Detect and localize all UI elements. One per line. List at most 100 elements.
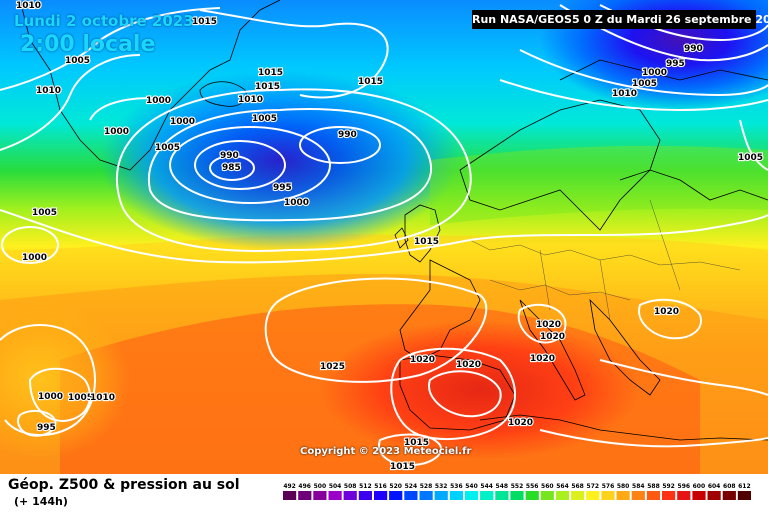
isobar-label: 1000: [146, 96, 171, 106]
scale-swatch: [313, 491, 327, 500]
scale-swatch: [510, 491, 524, 500]
forecast-date: Lundi 2 octobre 2023: [14, 12, 194, 30]
scale-tick-label: 544: [480, 483, 493, 490]
isobar-label: 1005: [252, 114, 277, 124]
scale-tick-label: 504: [329, 483, 342, 490]
scale-swatch: [449, 491, 463, 500]
scale-tick-label: 516: [374, 483, 387, 490]
scale-tick-label: 496: [298, 483, 311, 490]
isobar-label: 1020: [530, 354, 555, 364]
isobar-label: 1005: [155, 143, 180, 153]
isobar-label: 1015: [404, 438, 429, 448]
scale-tick-label: 604: [708, 483, 721, 490]
isobar-label: 1010: [238, 95, 263, 105]
isobar-label: 1015: [258, 68, 283, 78]
legend-bar: Géop. Z500 & pression au sol (+ 144h) 49…: [0, 474, 768, 512]
scale-tick-label: 512: [359, 483, 372, 490]
scale-swatch: [343, 491, 357, 500]
isobar-label: 1020: [536, 320, 561, 330]
isobar-label: 1025: [320, 362, 345, 372]
copyright-notice: Copyright © 2023 Meteociel.fr: [300, 446, 472, 457]
isobar-label: 1015: [390, 462, 415, 472]
scale-tick-label: 584: [632, 483, 645, 490]
forecast-time: 2:00 locale: [20, 32, 156, 57]
isobar-label: 1000: [284, 198, 309, 208]
color-scale: 492 496 500 504 508 512 516 520 524 528 532 536 540 5…: [283, 483, 751, 500]
isobar-label: 990: [220, 151, 239, 161]
scale-swatch: [404, 491, 418, 500]
scale-tick-label: 524: [405, 483, 418, 490]
scale-swatch: [571, 491, 585, 500]
scale-swatch: [555, 491, 570, 500]
model-run-label: Run NASA/GEOS5 0 Z du Mardi 26 septembre…: [472, 10, 768, 29]
isobar-label: 995: [273, 183, 292, 193]
isobar-label: 1000: [22, 253, 47, 263]
isobar-label: 1000: [104, 127, 129, 137]
scale-swatch: [737, 491, 751, 500]
scale-tick-label: 588: [647, 483, 660, 490]
isobar-label: 1020: [540, 332, 565, 342]
scale-tick-label: 548: [496, 483, 509, 490]
coastlines: [19, 0, 768, 441]
scale-swatch: [677, 491, 691, 500]
scale-tick-label: 500: [314, 483, 327, 490]
scale-swatch: [662, 491, 676, 500]
scale-swatch: [601, 491, 615, 500]
isobar-label: 990: [338, 130, 357, 140]
scale-swatch: [586, 491, 600, 500]
scale-tick-label: 552: [511, 483, 524, 490]
borders: [469, 199, 741, 321]
isobar-label: 1020: [410, 355, 435, 365]
scale-swatch: [464, 491, 479, 500]
scale-swatch: [692, 491, 706, 500]
isobar-label: 1015: [255, 82, 280, 92]
isobar-label: 1005: [65, 56, 90, 66]
isobar-label: 1005: [632, 79, 657, 89]
scale-tick-label: 520: [389, 483, 402, 490]
scale-swatch: [525, 491, 539, 500]
scale-tick-label: 608: [723, 483, 736, 490]
isobar-label: 1015: [414, 237, 439, 247]
scale-tick-label: 592: [662, 483, 675, 490]
scale-tick-label: 556: [526, 483, 539, 490]
scale-swatch: [707, 491, 721, 500]
scale-tick-label: 572: [587, 483, 600, 490]
scale-tick-label: 532: [435, 483, 448, 490]
scale-tick-label: 528: [420, 483, 433, 490]
scale-swatch: [480, 491, 494, 500]
scale-tick-label: 568: [571, 483, 584, 490]
scale-swatch: [646, 491, 661, 500]
scale-tick-label: 536: [450, 483, 463, 490]
scale-swatch: [283, 491, 297, 500]
legend-subtitle: (+ 144h): [14, 495, 68, 508]
isobar-label: 990: [684, 44, 703, 54]
isobar-label: 1010: [612, 89, 637, 99]
scale-swatch: [358, 491, 372, 500]
scale-swatch: [419, 491, 433, 500]
scale-tick-label: 508: [344, 483, 357, 490]
forecast-map: 1010 1015 1005 1010 1000 1000 1000 1005 …: [0, 0, 768, 474]
scale-tick-label: 580: [617, 483, 630, 490]
isobar-label: 1010: [90, 393, 115, 403]
isobar-label: 1020: [508, 418, 533, 428]
isobar-label: 1020: [654, 307, 679, 317]
isobar-label: 1015: [358, 77, 383, 87]
isobars: [0, 4, 768, 467]
isobar-label: 1010: [36, 86, 61, 96]
scale-swatch: [328, 491, 342, 500]
isobar-label: 1005: [68, 393, 93, 403]
scale-swatch: [434, 491, 448, 500]
scale-tick-label: 600: [693, 483, 706, 490]
scale-tick-label: 560: [541, 483, 554, 490]
isobar-labels: 1010 1015 1005 1010 1000 1000 1000 1005 …: [15, 0, 764, 473]
isobar-label: 1000: [642, 68, 667, 78]
isobar-label: 1020: [456, 360, 481, 370]
legend-title: Géop. Z500 & pression au sol: [8, 477, 240, 493]
isobar-label: 1000: [170, 117, 195, 127]
scale-swatch: [631, 491, 645, 500]
isobar-label: 1000: [38, 392, 63, 402]
scale-swatch: [722, 491, 736, 500]
scale-tick-label: 612: [738, 483, 751, 490]
scale-tick-label: 492: [283, 483, 296, 490]
scale-swatch: [495, 491, 509, 500]
